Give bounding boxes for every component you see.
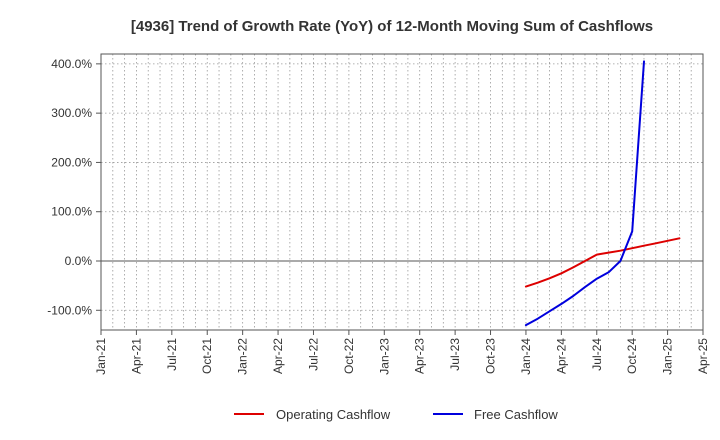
x-tick-label: Apr-24 (554, 338, 568, 374)
x-tick-label: Jul-22 (306, 338, 320, 371)
x-tick-label: Apr-25 (696, 338, 710, 374)
plot-background (101, 54, 703, 330)
y-tick-label: 300.0% (51, 106, 92, 120)
legend: Operating Cashflow Free Cashflow (234, 407, 558, 422)
x-tick-label: Oct-23 (484, 338, 498, 374)
x-tick-label: Jul-21 (165, 338, 179, 371)
y-tick-label: -100.0% (47, 303, 92, 317)
x-tick-label: Jan-25 (661, 338, 675, 375)
y-tick-label: 400.0% (51, 57, 92, 71)
x-tick-label: Jan-23 (377, 338, 391, 375)
y-tick-label: 0.0% (65, 254, 93, 268)
legend-label: Free Cashflow (474, 407, 558, 422)
plot-area: -100.0% 0.0% 100.0% 200.0% 300.0% 400.0% Jan-2… (47, 53, 710, 375)
x-tick-label: Oct-22 (342, 338, 356, 374)
legend-label: Operating Cashflow (276, 407, 391, 422)
x-tick-label: Jan-24 (519, 338, 533, 375)
y-tick-label: 200.0% (51, 155, 92, 169)
plot-frame (100, 53, 704, 331)
series-line-operating-cashflow (524, 237, 681, 288)
series-line-free-cashflow (524, 60, 645, 327)
x-tick-label: Jan-22 (236, 338, 250, 375)
chart-title: [4936] Trend of Growth Rate (YoY) of 12-… (131, 18, 653, 35)
x-tick-label: Oct-21 (200, 338, 214, 374)
x-tick-label: Apr-22 (271, 338, 285, 374)
x-tick-label: Jan-21 (94, 338, 108, 375)
y-tick-label: 100.0% (51, 205, 92, 219)
x-tick-label: Apr-21 (129, 338, 143, 374)
x-tick-label: Apr-23 (413, 338, 427, 374)
x-tick-label: Jul-24 (590, 338, 604, 371)
x-tick-label: Jul-23 (448, 338, 462, 371)
x-tick-label: Oct-24 (625, 338, 639, 374)
